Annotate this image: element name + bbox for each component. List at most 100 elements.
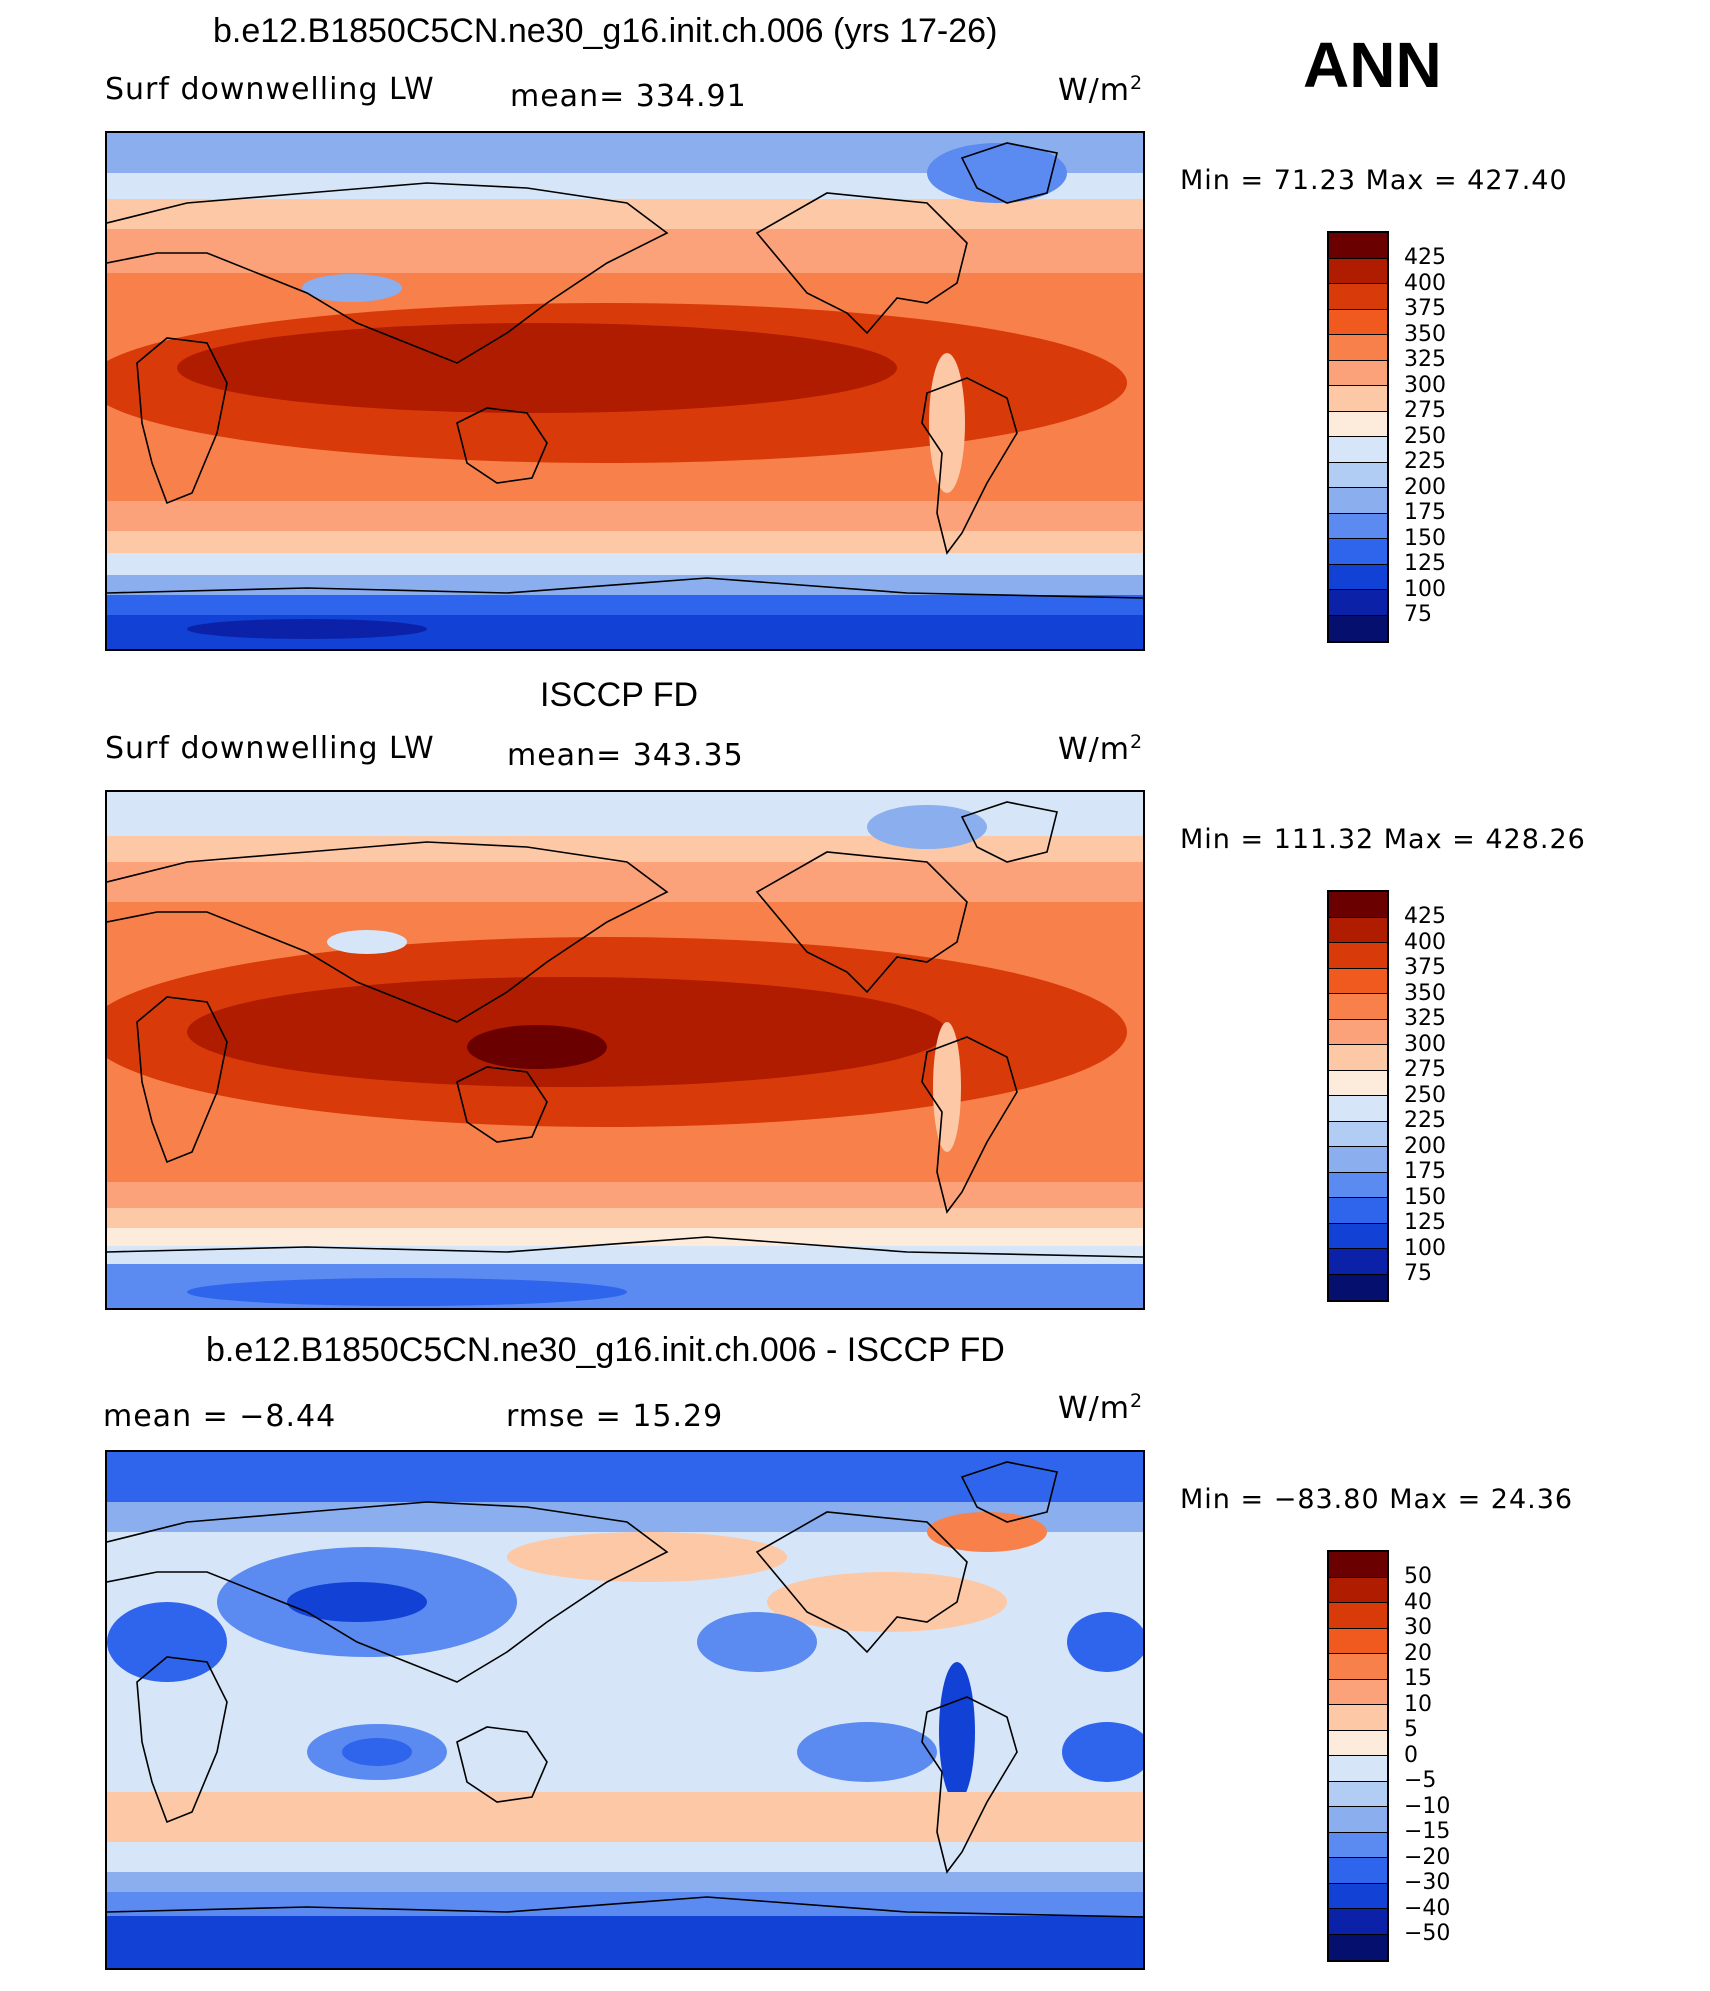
colorbar-swatch	[1329, 1552, 1387, 1578]
colorbar-level-label: 15	[1404, 1666, 1432, 1691]
panel1-title: b.e12.B1850C5CN.ne30_g16.init.ch.006 (yr…	[213, 12, 998, 50]
colorbar-swatch	[1329, 564, 1387, 590]
panel2-colorbar	[1327, 890, 1389, 1302]
colorbar-level-label: 150	[1404, 525, 1446, 551]
panel3-rmse-label: rmse = 15.29	[506, 1399, 724, 1434]
colorbar-level-label: 5	[1404, 1717, 1418, 1742]
colorbar-swatch	[1329, 411, 1387, 437]
panel1-units: W/m2	[1058, 72, 1144, 108]
colorbar-swatch	[1329, 1019, 1387, 1045]
colorbar-swatch	[1329, 1730, 1387, 1756]
panel3-minmax: Min = −83.80 Max = 24.36	[1180, 1484, 1574, 1515]
colorbar-level-label: −10	[1404, 1793, 1451, 1819]
colorbar-swatch	[1329, 1934, 1387, 1960]
colorbar-level-label: 0	[1404, 1742, 1418, 1768]
colorbar-swatch	[1329, 360, 1387, 386]
colorbar-level-label: 75	[1404, 1261, 1432, 1286]
colorbar-swatch	[1329, 1858, 1387, 1884]
colorbar-swatch	[1329, 968, 1387, 994]
colorbar-level-label: 350	[1404, 321, 1446, 347]
colorbar-level-label: −40	[1404, 1895, 1451, 1921]
colorbar-level-label: −30	[1404, 1870, 1451, 1895]
colorbar-swatch	[1329, 1705, 1387, 1731]
colorbar-level-label: 400	[1404, 270, 1446, 296]
colorbar-swatch	[1329, 1249, 1387, 1275]
panel1-minmax: Min = 71.23 Max = 427.40	[1180, 165, 1568, 196]
panel3-units: W/m2	[1058, 1390, 1144, 1426]
colorbar-level-label: 275	[1404, 398, 1446, 423]
colorbar-level-label: −5	[1404, 1768, 1437, 1793]
colorbar-swatch	[1329, 1781, 1387, 1807]
colorbar-level-label: 300	[1404, 1031, 1446, 1057]
colorbar-swatch	[1329, 233, 1387, 259]
colorbar-swatch	[1329, 284, 1387, 310]
colorbar-swatch	[1329, 917, 1387, 943]
colorbar-level-label: 325	[1404, 347, 1446, 372]
colorbar-swatch	[1329, 1832, 1387, 1858]
colorbar-swatch	[1329, 539, 1387, 565]
colorbar-swatch	[1329, 1679, 1387, 1705]
colorbar-level-label: 400	[1404, 929, 1446, 955]
colorbar-level-label: −15	[1404, 1819, 1451, 1844]
panel2-map	[105, 790, 1145, 1310]
panel2-mean-label: mean= 343.35	[507, 738, 744, 773]
colorbar-level-label: 225	[1404, 1108, 1446, 1133]
colorbar-swatch	[1329, 1198, 1387, 1224]
panel3-map	[105, 1450, 1145, 1970]
colorbar-level-label: 325	[1404, 1006, 1446, 1031]
panel1-mean-label: mean= 334.91	[510, 79, 747, 114]
colorbar-level-label: 275	[1404, 1057, 1446, 1082]
colorbar-level-label: 175	[1404, 500, 1446, 525]
panel2-title: ISCCP FD	[540, 676, 699, 714]
colorbar-swatch	[1329, 1628, 1387, 1654]
colorbar-level-label: 200	[1404, 1133, 1446, 1159]
colorbar-level-label: 175	[1404, 1159, 1446, 1184]
colorbar-swatch	[1329, 1603, 1387, 1629]
colorbar-level-label: 225	[1404, 449, 1446, 474]
colorbar-swatch	[1329, 943, 1387, 969]
colorbar-level-label: 250	[1404, 1082, 1446, 1108]
colorbar-swatch	[1329, 892, 1387, 918]
colorbar-swatch	[1329, 258, 1387, 284]
colorbar-swatch	[1329, 488, 1387, 514]
colorbar-swatch	[1329, 1807, 1387, 1833]
colorbar-level-label: 425	[1404, 904, 1446, 929]
colorbar-swatch	[1329, 1274, 1387, 1300]
colorbar-level-label: 40	[1404, 1589, 1432, 1615]
colorbar-level-label: 375	[1404, 296, 1446, 321]
colorbar-level-label: 20	[1404, 1640, 1432, 1666]
panel3-mean-label: mean = −8.44	[103, 1399, 337, 1434]
colorbar-level-label: 100	[1404, 1235, 1446, 1261]
panel1-variable-label: Surf downwelling LW	[105, 72, 435, 107]
colorbar-swatch	[1329, 1172, 1387, 1198]
colorbar-swatch	[1329, 1045, 1387, 1071]
panel2-units: W/m2	[1058, 731, 1144, 767]
colorbar-swatch	[1329, 462, 1387, 488]
colorbar-level-label: 75	[1404, 602, 1432, 627]
colorbar-level-label: 300	[1404, 372, 1446, 398]
panel2-minmax: Min = 111.32 Max = 428.26	[1180, 824, 1586, 855]
colorbar-level-label: 350	[1404, 980, 1446, 1006]
panel1-colorbar	[1327, 231, 1389, 643]
colorbar-swatch	[1329, 1070, 1387, 1096]
colorbar-swatch	[1329, 1883, 1387, 1909]
colorbar-level-label: 150	[1404, 1184, 1446, 1210]
colorbar-swatch	[1329, 1654, 1387, 1680]
panel1-colorbar-labels: 425 400 375 350 325 300 275 250 225 200 175 150 125 1…	[1404, 245, 1446, 628]
colorbar-level-label: 425	[1404, 245, 1446, 270]
colorbar-level-label: 50	[1404, 1564, 1432, 1589]
colorbar-level-label: 30	[1404, 1615, 1432, 1640]
panel3-colorbar-labels: 50 40 30 20 15 10 5 0 −5 −10 −15 −20 −30 −40 −50	[1404, 1564, 1450, 1947]
colorbar-level-label: 375	[1404, 955, 1446, 980]
panel2-colorbar-labels: 425 400 375 350 325 300 275 250 225 200 175 150 125 1…	[1404, 904, 1446, 1287]
colorbar-swatch	[1329, 1577, 1387, 1603]
colorbar-swatch	[1329, 1756, 1387, 1782]
colorbar-swatch	[1329, 1909, 1387, 1935]
panel3-title: b.e12.B1850C5CN.ne30_g16.init.ch.006 - I…	[206, 1331, 1005, 1369]
colorbar-swatch	[1329, 590, 1387, 616]
colorbar-swatch	[1329, 994, 1387, 1020]
colorbar-swatch	[1329, 309, 1387, 335]
colorbar-swatch	[1329, 1147, 1387, 1173]
panel3-colorbar	[1327, 1550, 1389, 1962]
colorbar-swatch	[1329, 513, 1387, 539]
